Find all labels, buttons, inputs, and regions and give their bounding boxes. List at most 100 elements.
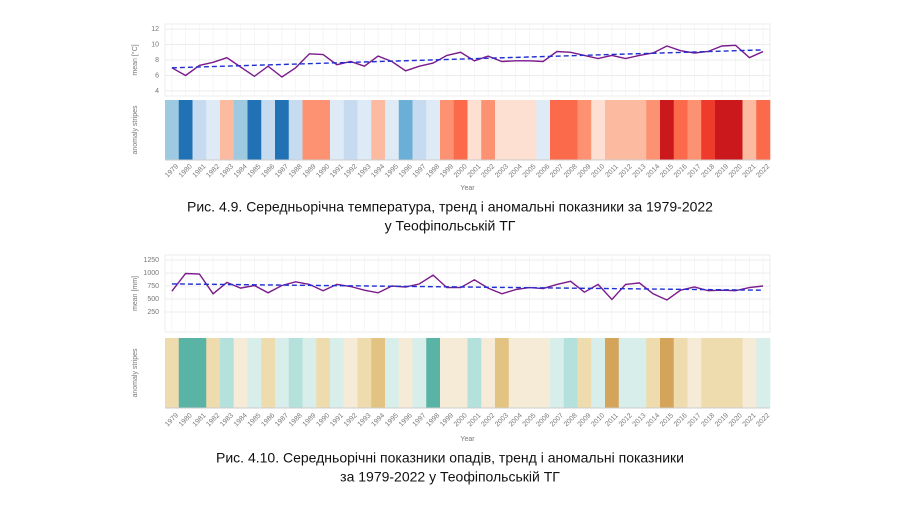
anomaly-stripe bbox=[233, 338, 248, 408]
caption: за 1979-2022 у Теофіпольській ТГ bbox=[340, 469, 560, 485]
x-tick-label: 2019 bbox=[714, 163, 730, 179]
x-tick-label: 1993 bbox=[357, 412, 373, 428]
x-tick-label: 2008 bbox=[563, 412, 579, 428]
x-tick-label: 1979 bbox=[164, 412, 180, 428]
anomaly-stripe bbox=[357, 338, 372, 408]
anomaly-stripe bbox=[426, 338, 441, 408]
x-tick-label: 1985 bbox=[247, 163, 263, 179]
x-tick-label: 2000 bbox=[453, 163, 469, 179]
x-tick-label: 1980 bbox=[178, 412, 194, 428]
anomaly-stripe bbox=[756, 338, 771, 408]
x-tick-label: 2013 bbox=[632, 412, 648, 428]
x-tick-label: 2002 bbox=[480, 412, 496, 428]
anomaly-stripe bbox=[728, 100, 743, 160]
anomaly-stripe bbox=[275, 100, 290, 160]
x-tick-label: 1987 bbox=[274, 412, 290, 428]
x-tick-label: 2002 bbox=[480, 163, 496, 179]
anomaly-stripe bbox=[261, 338, 276, 408]
anomaly-stripe bbox=[646, 338, 661, 408]
x-tick-label: 2011 bbox=[604, 412, 620, 428]
x-tick-label: 1983 bbox=[219, 163, 235, 179]
anomaly-stripe bbox=[495, 338, 510, 408]
anomaly-stripe bbox=[605, 100, 620, 160]
anomaly-stripe bbox=[412, 100, 427, 160]
x-tick-label: 2021 bbox=[742, 412, 758, 428]
x-tick-label: 1990 bbox=[315, 412, 331, 428]
x-tick-label: 2007 bbox=[549, 412, 565, 428]
x-tick-label: 1999 bbox=[439, 412, 455, 428]
x-tick-label: 2014 bbox=[645, 163, 661, 179]
anomaly-stripe bbox=[220, 338, 235, 408]
x-tick-label: 1993 bbox=[357, 163, 373, 179]
anomaly-stripe bbox=[440, 338, 455, 408]
anomaly-stripe bbox=[206, 100, 221, 160]
x-tick-label: 2022 bbox=[755, 163, 771, 179]
anomaly-stripe bbox=[220, 100, 235, 160]
anomaly-stripe bbox=[165, 338, 180, 408]
anomaly-stripe bbox=[673, 100, 688, 160]
y-tick-label: 10 bbox=[151, 41, 159, 48]
anomaly-stripe bbox=[646, 100, 661, 160]
anomaly-stripe bbox=[508, 100, 523, 160]
x-tick-label: 2004 bbox=[508, 163, 524, 179]
x-tick-label: 1984 bbox=[233, 163, 249, 179]
caption: у Теофіпольській ТГ bbox=[385, 218, 516, 234]
trend-line bbox=[171, 283, 764, 291]
x-tick-label: 2000 bbox=[453, 412, 469, 428]
anomaly-stripe bbox=[412, 338, 427, 408]
x-tick-label: 2001 bbox=[467, 163, 483, 179]
x-tick-label: 1984 bbox=[233, 412, 249, 428]
x-tick-label: 1986 bbox=[260, 163, 276, 179]
x-tick-label: 2004 bbox=[508, 412, 524, 428]
anomaly-stripe bbox=[495, 100, 510, 160]
x-tick-label: 2003 bbox=[494, 412, 510, 428]
anomaly-stripe bbox=[302, 100, 317, 160]
anomaly-stripe bbox=[165, 100, 180, 160]
anomaly-stripe bbox=[618, 338, 633, 408]
anomaly-stripe bbox=[343, 100, 358, 160]
anomaly-stripe bbox=[453, 338, 468, 408]
x-tick-label: 1994 bbox=[370, 163, 386, 179]
x-tick-label: 1988 bbox=[288, 412, 304, 428]
x-tick-label: 2005 bbox=[522, 412, 538, 428]
stripes-label: anomaly stripes bbox=[132, 105, 139, 155]
x-tick-label: 1987 bbox=[274, 163, 290, 179]
anomaly-stripe bbox=[481, 338, 496, 408]
y-axis-label: mean [mm] bbox=[132, 276, 139, 311]
anomaly-stripe bbox=[605, 338, 620, 408]
anomaly-stripe bbox=[618, 100, 633, 160]
x-axis-label: Year bbox=[460, 436, 475, 443]
anomaly-stripe bbox=[192, 338, 207, 408]
anomaly-stripe bbox=[660, 338, 675, 408]
anomaly-stripe bbox=[288, 338, 303, 408]
x-tick-label: 1992 bbox=[343, 163, 359, 179]
x-tick-label: 1990 bbox=[315, 163, 331, 179]
x-tick-label: 1996 bbox=[398, 163, 414, 179]
y-tick-label: 1250 bbox=[143, 257, 159, 264]
y-tick-label: 6 bbox=[155, 72, 159, 79]
anomaly-stripe bbox=[206, 338, 221, 408]
x-tick-label: 1986 bbox=[260, 412, 276, 428]
y-tick-label: 250 bbox=[147, 309, 159, 316]
x-tick-label: 1981 bbox=[192, 163, 208, 179]
x-tick-label: 2015 bbox=[659, 412, 675, 428]
x-tick-label: 1979 bbox=[164, 163, 180, 179]
x-tick-label: 2017 bbox=[687, 163, 703, 179]
anomaly-stripe bbox=[357, 100, 372, 160]
x-tick-label: 1985 bbox=[247, 412, 263, 428]
anomaly-stripe bbox=[715, 100, 730, 160]
anomaly-stripe bbox=[467, 338, 482, 408]
stripes-label: anomaly stripes bbox=[132, 348, 139, 398]
anomaly-stripe bbox=[385, 338, 400, 408]
trend-line bbox=[171, 49, 764, 69]
y-tick-label: 1000 bbox=[143, 270, 159, 277]
anomaly-stripe bbox=[508, 338, 523, 408]
x-tick-label: 1989 bbox=[302, 412, 318, 428]
x-tick-label: 2009 bbox=[577, 412, 593, 428]
x-tick-label: 2016 bbox=[673, 163, 689, 179]
x-tick-label: 2015 bbox=[659, 163, 675, 179]
anomaly-stripe bbox=[453, 100, 468, 160]
y-tick-label: 4 bbox=[155, 88, 159, 95]
x-tick-label: 2020 bbox=[728, 163, 744, 179]
anomaly-stripe bbox=[591, 100, 606, 160]
